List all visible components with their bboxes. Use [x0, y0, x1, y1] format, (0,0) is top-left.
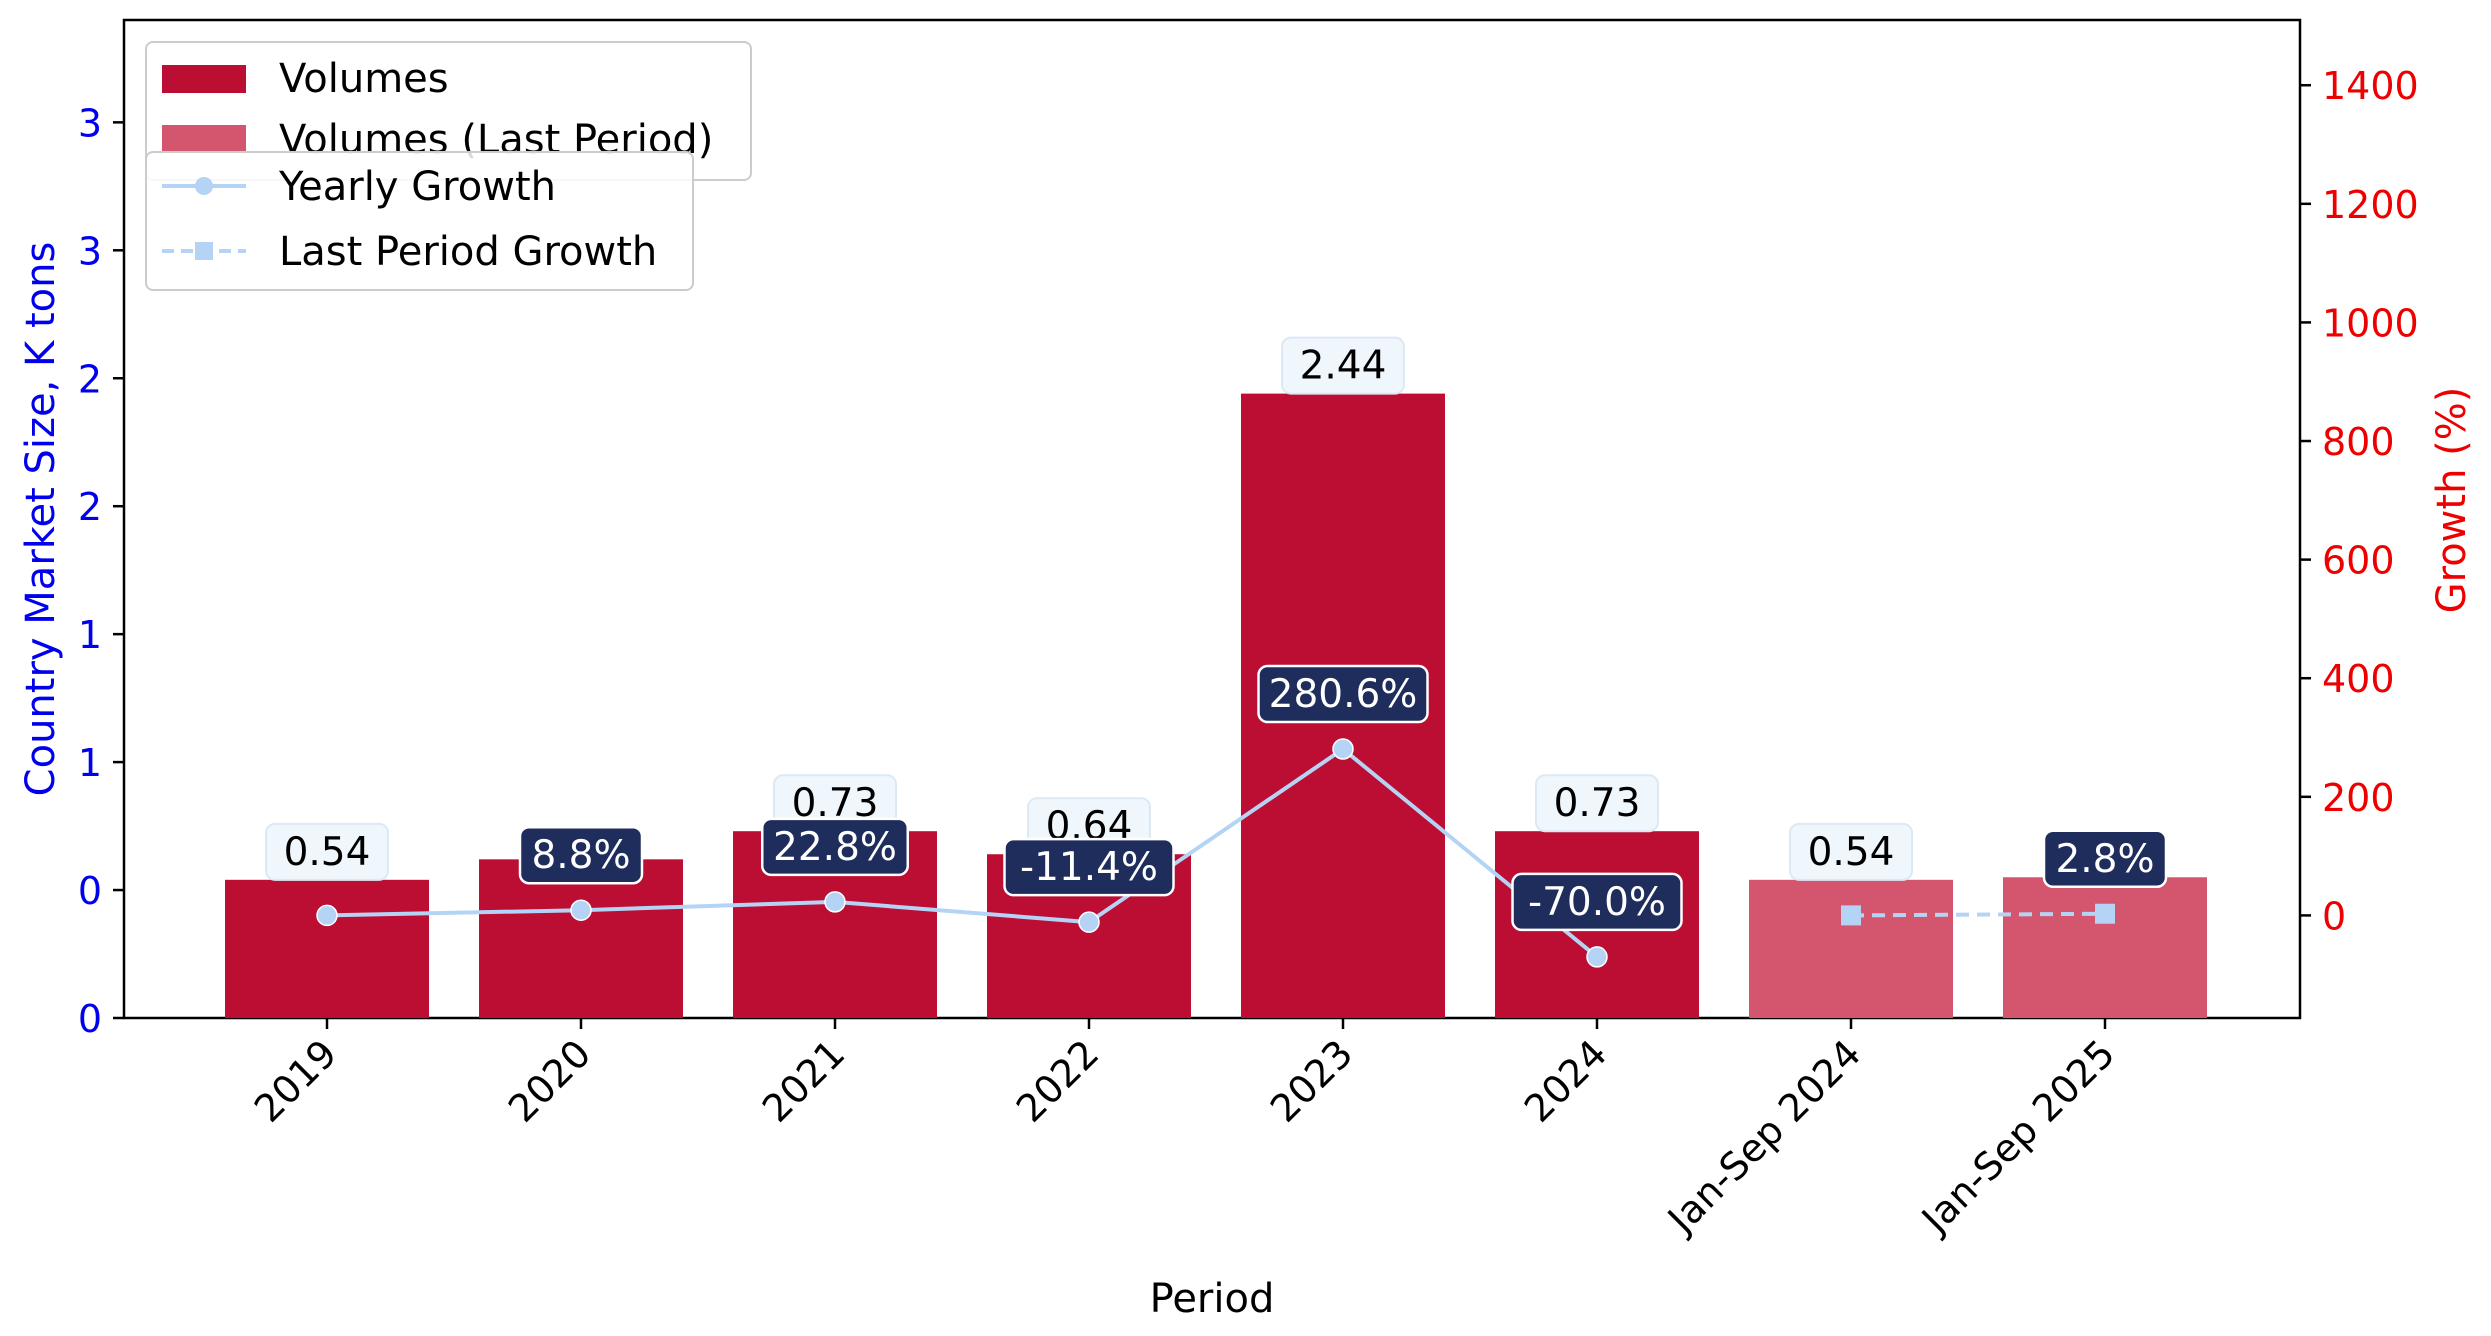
growth-label-jan-sep-2025-box — [2042, 829, 2168, 889]
volume-label-2023-text: 2.44 — [1300, 344, 1387, 389]
marker-last-period-growth-jan-sep-2024 — [1841, 905, 1861, 926]
volume-label-jan-sep-2024-text: 0.54 — [1808, 830, 1895, 875]
volume-label-2024: 0.73 — [1535, 774, 1659, 833]
y-axis-title-left: Country Market Size, K tons — [18, 242, 64, 797]
line-last-period-growth — [1850, 911, 2106, 918]
lines-layer — [316, 738, 2115, 968]
volume-label-2024-text: 0.73 — [1554, 781, 1641, 826]
volume-label-2019-box — [265, 822, 389, 881]
legend-swatch-volumes-last-period — [162, 125, 246, 153]
right-tick-label-1: 200 — [2322, 776, 2395, 820]
right-tick-label-6: 1200 — [2322, 183, 2419, 227]
right-tick-label-2: 400 — [2322, 657, 2395, 701]
growth-label-2024-box — [1511, 872, 1683, 932]
growth-label-2020-text: 8.8% — [531, 833, 630, 878]
volume-label-2024-box — [1535, 774, 1659, 833]
growth-label-2020-box — [518, 825, 644, 885]
right-tick-label-7: 1400 — [2322, 64, 2419, 108]
growth-label-2023-box — [1257, 664, 1429, 724]
plot-frame — [122, 18, 2302, 1020]
legend-marker-yearly-growth — [195, 177, 213, 195]
legend-lines: Yearly Growth Last Period Growth — [145, 151, 694, 291]
legend-label-volumes: Volumes — [279, 56, 449, 102]
volume-label-2023: 2.44 — [1281, 336, 1405, 395]
growth-label-2023: 280.6% — [1257, 664, 1429, 724]
left-tick-label-5: 2 — [78, 357, 102, 401]
volume-label-jan-sep-2024: 0.54 — [1789, 822, 1913, 881]
x-tick-label-2023: 2023 — [1262, 1031, 1362, 1131]
left-tick-label-4: 2 — [78, 485, 102, 529]
left-tick-label-1: 0 — [78, 869, 102, 913]
bars-layer — [225, 393, 2207, 1019]
legend-lines-frame — [145, 151, 694, 291]
volume-label-jan-sep-2024-box — [1789, 822, 1913, 881]
x-tick-label-jan-sep-2025: Jan-Sep 2025 — [1912, 1031, 2123, 1242]
x-tick-label-jan-sep-2024: Jan-Sep 2024 — [1658, 1031, 1869, 1242]
bar-volumes-last-period-jan-sep-2025 — [2003, 877, 2207, 1018]
left-tick-label-0: 0 — [78, 997, 102, 1041]
bar-volumes-2019 — [225, 879, 429, 1018]
x-tick-label-2021: 2021 — [754, 1031, 854, 1131]
growth-label-2024-text: -70.0% — [1528, 880, 1666, 925]
growth-label-2022: -11.4% — [1003, 837, 1175, 897]
line-yearly-growth — [326, 746, 1599, 959]
x-axis-title: Period — [1150, 1276, 1275, 1322]
left-tick-label-6: 3 — [78, 229, 102, 273]
marker-last-period-growth-jan-sep-2025 — [2095, 903, 2115, 924]
marker-yearly-growth-2021 — [824, 891, 846, 913]
right-tick-label-3: 600 — [2322, 539, 2395, 583]
x-tick-label-2022: 2022 — [1008, 1031, 1108, 1131]
growth-label-2022-text: -11.4% — [1020, 845, 1158, 890]
x-tick-label-2024: 2024 — [1516, 1031, 1616, 1131]
right-tick-label-4: 800 — [2322, 420, 2395, 464]
volume-label-2019-text: 0.54 — [284, 830, 371, 875]
growth-label-2023-text: 280.6% — [1269, 672, 1418, 717]
growth-label-2020: 8.8% — [518, 825, 644, 885]
volume-label-2019: 0.54 — [265, 822, 389, 881]
growth-label-jan-sep-2025: 2.8% — [2042, 829, 2168, 889]
left-tick-label-3: 1 — [78, 613, 102, 657]
growth-label-2024: -70.0% — [1511, 872, 1683, 932]
growth-label-2021: 22.8% — [761, 817, 909, 877]
x-tick-label-2020: 2020 — [500, 1031, 600, 1131]
left-tick-label-2: 1 — [78, 741, 102, 785]
marker-yearly-growth-2022 — [1078, 911, 1100, 933]
y-axis-title-right: Growth (%) — [2429, 387, 2475, 614]
right-tick-label-0: 0 — [2322, 894, 2346, 938]
legend-label-last-period-growth: Last Period Growth — [279, 229, 657, 275]
volume-label-2023-box — [1281, 336, 1405, 395]
x-tick-label-2019: 2019 — [246, 1031, 346, 1131]
marker-yearly-growth-2023 — [1332, 738, 1354, 760]
labels-layer: 0.540.730.642.440.730.548.8% 22.8% -11.4%2… — [265, 336, 2168, 932]
legend-swatch-volumes — [162, 65, 246, 93]
legend-marker-last-period-growth — [195, 242, 213, 260]
growth-label-2021-box — [761, 817, 909, 877]
bar-volumes-2020 — [479, 859, 683, 1018]
right-tick-label-5: 1000 — [2322, 301, 2419, 345]
marker-yearly-growth-2020 — [570, 899, 592, 921]
legend-label-yearly-growth: Yearly Growth — [278, 164, 556, 210]
marker-yearly-growth-2019 — [316, 904, 338, 927]
growth-label-2021-text: 22.8% — [773, 825, 897, 870]
growth-label-2022-box — [1003, 837, 1175, 897]
growth-label-jan-sep-2025-text: 2.8% — [2055, 837, 2154, 882]
bar-volumes-last-period-jan-sep-2024 — [1749, 879, 1953, 1018]
left-tick-label-7: 3 — [78, 101, 102, 145]
marker-yearly-growth-2024 — [1586, 946, 1608, 968]
